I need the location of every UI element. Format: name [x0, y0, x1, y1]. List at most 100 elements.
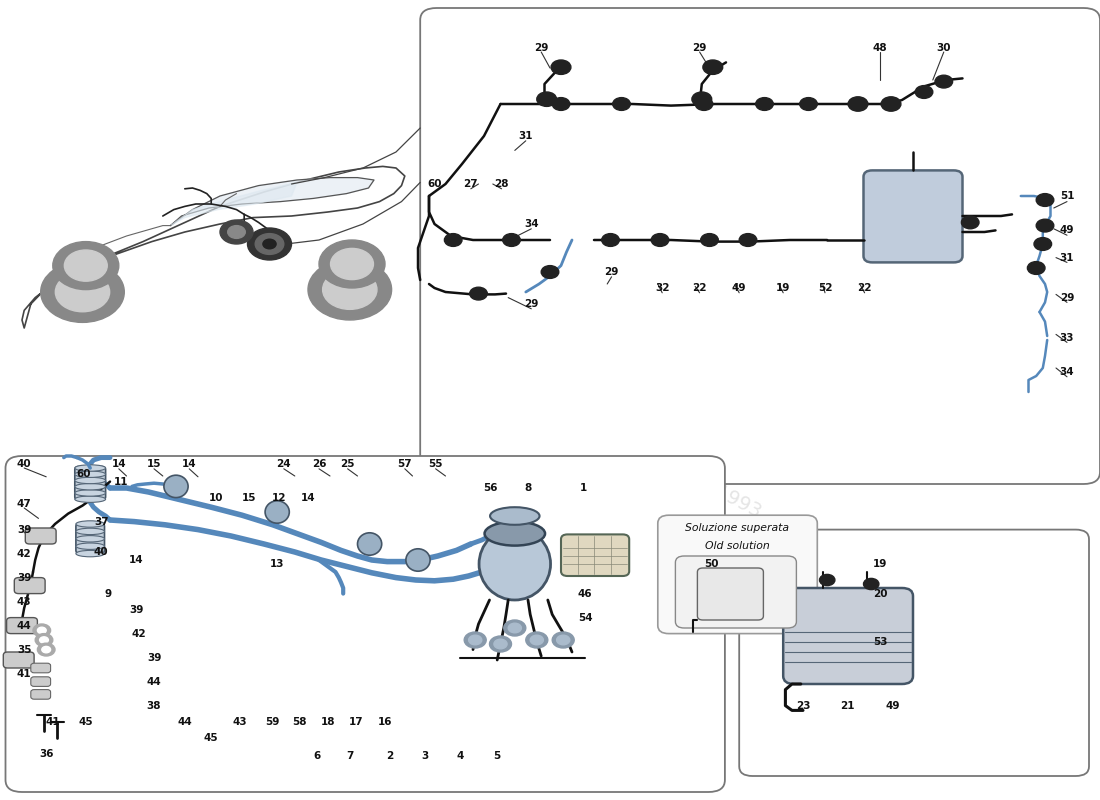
- FancyBboxPatch shape: [31, 677, 51, 686]
- Text: 51: 51: [1059, 191, 1075, 201]
- Text: 39: 39: [16, 573, 32, 582]
- Circle shape: [503, 234, 520, 246]
- Text: 39: 39: [129, 605, 144, 614]
- Text: 41: 41: [16, 669, 32, 678]
- Circle shape: [692, 92, 712, 106]
- Text: 48: 48: [872, 43, 888, 53]
- Circle shape: [1036, 194, 1054, 206]
- Text: 38: 38: [146, 701, 162, 710]
- Text: 49: 49: [886, 701, 901, 710]
- Circle shape: [469, 635, 482, 645]
- FancyBboxPatch shape: [7, 618, 37, 634]
- Text: 14: 14: [129, 555, 144, 565]
- Text: 49: 49: [1059, 226, 1075, 235]
- Circle shape: [537, 92, 557, 106]
- Text: Old solution: Old solution: [705, 541, 769, 550]
- Circle shape: [541, 266, 559, 278]
- Ellipse shape: [164, 475, 188, 498]
- Text: 33: 33: [1059, 333, 1075, 342]
- FancyBboxPatch shape: [6, 456, 725, 792]
- Circle shape: [40, 637, 48, 643]
- Text: 43: 43: [16, 597, 32, 606]
- Polygon shape: [170, 178, 374, 226]
- Text: 44: 44: [177, 717, 192, 726]
- Circle shape: [220, 220, 253, 244]
- FancyBboxPatch shape: [25, 528, 56, 544]
- Text: 36: 36: [39, 749, 54, 758]
- Text: 40: 40: [94, 547, 109, 557]
- Text: experts for parts since 1993: experts for parts since 1993: [512, 375, 764, 521]
- Circle shape: [961, 216, 979, 229]
- Ellipse shape: [76, 536, 104, 542]
- Text: 53: 53: [872, 637, 888, 646]
- Circle shape: [739, 234, 757, 246]
- Text: 5: 5: [494, 751, 501, 761]
- Circle shape: [322, 270, 377, 310]
- Text: 1: 1: [580, 483, 586, 493]
- Text: 4: 4: [456, 751, 463, 761]
- Circle shape: [470, 287, 487, 300]
- Circle shape: [602, 234, 619, 246]
- Ellipse shape: [75, 496, 106, 502]
- Ellipse shape: [75, 465, 106, 471]
- Circle shape: [33, 624, 51, 637]
- Text: 47: 47: [16, 499, 32, 509]
- FancyBboxPatch shape: [561, 534, 629, 576]
- Text: 34: 34: [1059, 367, 1075, 377]
- Circle shape: [504, 620, 526, 636]
- Text: 11: 11: [113, 477, 129, 486]
- Circle shape: [881, 97, 901, 111]
- Text: 12: 12: [272, 493, 287, 502]
- Circle shape: [864, 578, 879, 590]
- Ellipse shape: [76, 528, 104, 534]
- Text: 18: 18: [320, 717, 336, 726]
- Circle shape: [848, 97, 868, 111]
- Circle shape: [703, 60, 723, 74]
- Text: 29: 29: [1059, 293, 1075, 302]
- FancyBboxPatch shape: [31, 690, 51, 699]
- Circle shape: [255, 234, 284, 254]
- Text: 10: 10: [208, 493, 223, 502]
- Circle shape: [701, 234, 718, 246]
- Circle shape: [55, 272, 110, 312]
- Text: 14: 14: [111, 459, 126, 469]
- Text: 44: 44: [16, 621, 32, 630]
- Text: 34: 34: [524, 219, 539, 229]
- Circle shape: [330, 248, 373, 280]
- Circle shape: [756, 98, 773, 110]
- Text: 39: 39: [16, 525, 32, 534]
- Ellipse shape: [76, 550, 104, 557]
- Text: 20: 20: [872, 589, 888, 598]
- Circle shape: [557, 635, 570, 645]
- Circle shape: [800, 98, 817, 110]
- Circle shape: [530, 635, 543, 645]
- Circle shape: [820, 574, 835, 586]
- Text: 22: 22: [692, 283, 707, 293]
- Ellipse shape: [491, 507, 540, 525]
- Text: 35: 35: [16, 645, 32, 654]
- Circle shape: [444, 234, 462, 246]
- FancyBboxPatch shape: [420, 8, 1100, 484]
- FancyBboxPatch shape: [697, 568, 763, 620]
- Circle shape: [695, 98, 713, 110]
- Circle shape: [526, 632, 548, 648]
- Circle shape: [319, 240, 385, 288]
- Ellipse shape: [265, 501, 289, 523]
- Text: 43: 43: [232, 717, 248, 726]
- Circle shape: [37, 643, 55, 656]
- Circle shape: [1034, 238, 1052, 250]
- Text: 7: 7: [346, 751, 353, 761]
- FancyBboxPatch shape: [739, 530, 1089, 776]
- Text: 31: 31: [1059, 253, 1075, 262]
- Ellipse shape: [485, 522, 546, 546]
- Circle shape: [613, 98, 630, 110]
- FancyBboxPatch shape: [675, 556, 796, 628]
- Text: 19: 19: [776, 283, 791, 293]
- Text: 60: 60: [427, 179, 442, 189]
- Circle shape: [1027, 262, 1045, 274]
- Text: 28: 28: [494, 179, 509, 189]
- Ellipse shape: [75, 483, 106, 490]
- Polygon shape: [170, 182, 297, 226]
- Circle shape: [490, 636, 512, 652]
- Circle shape: [464, 632, 486, 648]
